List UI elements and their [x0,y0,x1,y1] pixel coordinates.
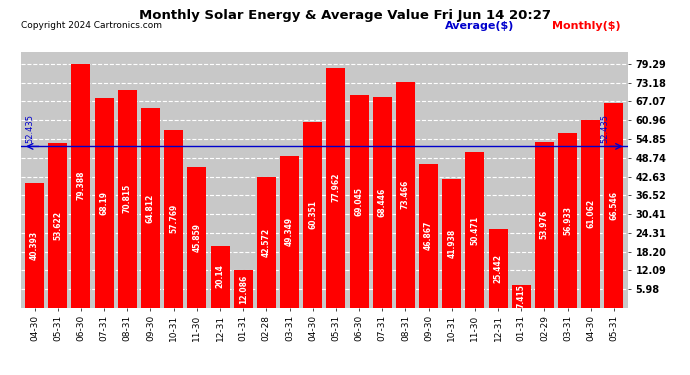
Text: 57.769: 57.769 [169,204,178,233]
Text: 20.14: 20.14 [215,265,224,288]
Text: 25.442: 25.442 [493,254,502,283]
Text: 68.446: 68.446 [377,188,386,217]
Text: 7.415: 7.415 [517,284,526,308]
Text: 53.976: 53.976 [540,210,549,239]
Bar [535,142,554,308]
Text: 49.349: 49.349 [285,217,294,246]
Bar [512,285,531,308]
Text: 45.859: 45.859 [193,222,201,252]
Text: 42.572: 42.572 [262,228,271,256]
Bar [489,230,508,308]
Bar [604,103,624,308]
Bar [141,108,160,307]
Text: 46.867: 46.867 [424,221,433,250]
Text: 52.435: 52.435 [600,114,609,143]
Bar [257,177,276,308]
Text: 68.19: 68.19 [99,191,108,215]
Text: 69.045: 69.045 [355,187,364,216]
Bar [581,120,600,308]
Bar [118,90,137,308]
Text: 64.812: 64.812 [146,194,155,223]
Text: 73.466: 73.466 [401,180,410,209]
Bar [350,95,368,308]
Bar [373,97,392,308]
Text: 66.546: 66.546 [609,191,618,220]
Text: 60.351: 60.351 [308,200,317,229]
Bar [558,133,577,308]
Bar [95,98,114,308]
Text: 61.062: 61.062 [586,199,595,228]
Bar [210,246,230,308]
Bar [25,183,44,308]
Text: Copyright 2024 Cartronics.com: Copyright 2024 Cartronics.com [21,21,161,30]
Bar [326,68,346,308]
Text: 70.815: 70.815 [123,184,132,213]
Bar [187,166,206,308]
Text: 53.622: 53.622 [53,211,62,240]
Text: 12.086: 12.086 [239,274,248,303]
Text: 56.933: 56.933 [563,206,572,234]
Text: 79.388: 79.388 [77,171,86,200]
Text: Monthly Solar Energy & Average Value Fri Jun 14 20:27: Monthly Solar Energy & Average Value Fri… [139,9,551,22]
Bar [466,153,484,308]
Bar [303,122,322,308]
Bar [419,164,438,308]
Text: 40.393: 40.393 [30,231,39,260]
Text: 52.435: 52.435 [26,114,34,143]
Bar [396,82,415,308]
Text: 41.938: 41.938 [447,228,456,258]
Text: Average($): Average($) [445,21,515,31]
Bar [280,156,299,308]
Text: Monthly($): Monthly($) [552,21,620,31]
Text: 77.962: 77.962 [331,173,340,202]
Bar [48,143,68,308]
Text: 50.471: 50.471 [471,215,480,244]
Bar [164,130,183,308]
Bar [234,270,253,308]
Bar [72,64,90,308]
Bar [442,178,462,308]
